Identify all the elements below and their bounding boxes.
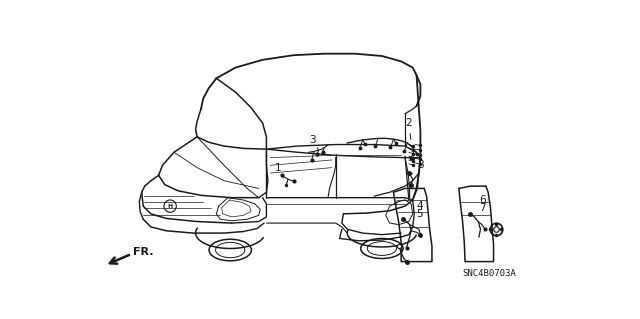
Text: 5: 5 <box>417 209 423 219</box>
Text: FR.: FR. <box>133 247 154 257</box>
Text: SNC4B0703A: SNC4B0703A <box>463 269 516 278</box>
Text: 2: 2 <box>406 118 412 139</box>
Text: 6: 6 <box>479 195 486 205</box>
Text: H: H <box>168 204 173 209</box>
Text: 3: 3 <box>309 135 318 149</box>
Text: 7: 7 <box>479 203 486 213</box>
Text: 4: 4 <box>417 201 423 211</box>
Text: 8: 8 <box>410 160 424 175</box>
Text: 1: 1 <box>275 163 284 178</box>
